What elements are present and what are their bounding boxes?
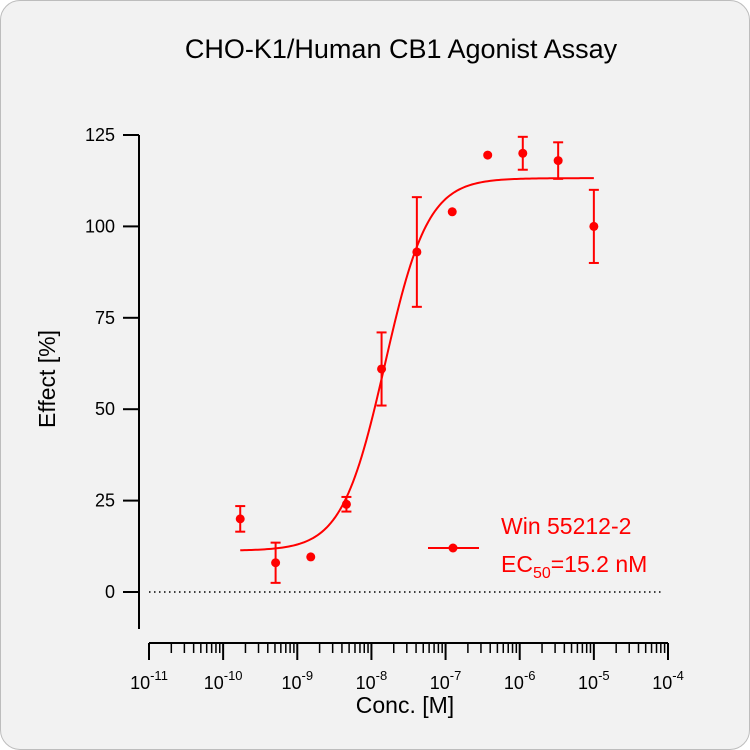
data-point (271, 558, 281, 568)
y-tick-label: 25 (95, 491, 115, 511)
data-point (412, 247, 422, 257)
legend-ec-value: =15.2 nM (551, 551, 648, 577)
legend-ec50: EC50=15.2 nM (501, 551, 647, 582)
data-point (306, 552, 316, 562)
x-axis: 10-11 10-10 10-9 10-8 10-7 10-6 10-5 10-4 (130, 642, 684, 693)
legend-ec-prefix: EC (501, 551, 533, 577)
y-tick-label: 125 (85, 125, 115, 145)
x-tick-label: 10-9 (281, 668, 313, 693)
data-point (377, 364, 387, 374)
x-tick-label: 10-6 (504, 668, 536, 693)
data-point (235, 514, 245, 524)
data-point (589, 221, 599, 231)
data-point (553, 156, 563, 166)
legend-series-name: Win 55212-2 (501, 513, 631, 539)
y-axis: 0 25 50 75 100 125 (85, 125, 140, 629)
x-tick-label: 10-10 (204, 668, 243, 693)
x-tick-label: 10-7 (430, 668, 462, 693)
data-point (518, 148, 528, 158)
plot-area (235, 135, 599, 584)
data-point (483, 150, 493, 160)
legend-marker (448, 543, 458, 553)
x-tick-label: 10-8 (356, 668, 388, 693)
x-tick-label: 10-5 (578, 668, 610, 693)
y-tick-label: 75 (95, 308, 115, 328)
data-point (447, 207, 457, 217)
y-tick-label: 0 (105, 582, 115, 602)
y-tick-label: 50 (95, 399, 115, 419)
x-axis-title: Conc. [M] (356, 692, 454, 718)
x-tick-label: 10-11 (130, 668, 168, 693)
legend: Win 55212-2 EC50=15.2 nM (428, 513, 647, 582)
legend-ec-subscript: 50 (533, 565, 551, 582)
y-tick-label: 100 (85, 216, 115, 236)
chart-title: CHO-K1/Human CB1 Agonist Assay (185, 34, 618, 64)
y-axis-title: Effect [%] (34, 330, 60, 428)
data-point (341, 499, 351, 509)
x-tick-label: 10-4 (652, 668, 684, 693)
